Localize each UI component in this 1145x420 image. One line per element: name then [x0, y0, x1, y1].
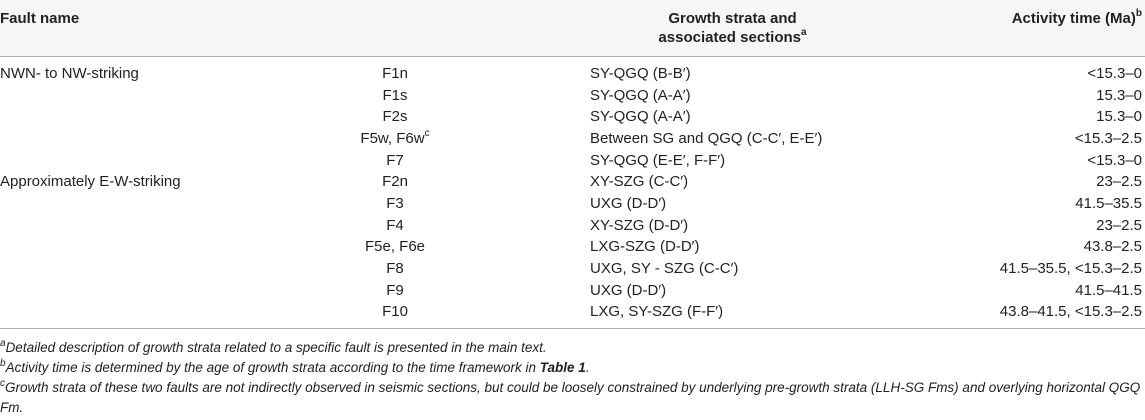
fault-activity-table: Fault name Growth strata and associated … [0, 0, 1145, 329]
table-ref-link[interactable]: Table 1 [539, 360, 586, 375]
table-body: NWN- to NW-striking F1n SY-QGQ (B-B′) <15.3… [0, 56, 1145, 329]
header-blank [250, 0, 540, 57]
table-row: F3 UXG (D-D′) 41.5–35.5 [0, 193, 1145, 215]
table-row: F8 UXG, SY - SZG (C-C′) 41.5–35.5, <15.3–2… [0, 258, 1145, 280]
table-row: F9 UXG (D-D′) 41.5–41.5 [0, 279, 1145, 301]
footnote-a: aDetailed description of growth strata r… [0, 337, 547, 355]
strata-cell: XY-SZG (C-C′) [590, 173, 689, 191]
activity-time-cell: 41.5–35.5, <15.3–2.5 [999, 260, 1142, 278]
group-cell [0, 279, 250, 301]
activity-time-cell: 43.8–41.5, <15.3–2.5 [925, 301, 1145, 329]
footnote-c: cGrowth strata of these two faults are n… [0, 377, 1141, 415]
header-fault-name: Fault name [0, 0, 250, 57]
fault-cell: F5w, F6wc [360, 127, 430, 147]
fault-cell: F10 [250, 301, 540, 329]
fault-cell: F2n [382, 173, 408, 191]
strata-cell: XY-SZG (D-D′) [590, 216, 689, 234]
strata-cell: Between SG and QGQ (C-C′, E-E′) [590, 129, 823, 147]
fault-cell: F3 [386, 194, 404, 212]
activity-time-cell: 23–2.5 [1096, 173, 1142, 191]
strata-cell: SY-QGQ (E-E′, F-F′) [590, 151, 726, 169]
strata-cell: UXG (D-D′) [590, 281, 667, 299]
table-row: F4 XY-SZG (D-D′) 23–2.5 [0, 214, 1145, 236]
strata-cell: SY-QGQ (A-A′) [590, 108, 691, 126]
group-cell [0, 193, 250, 215]
activity-time-cell: 41.5–41.5 [1075, 281, 1142, 299]
activity-time-cell: 41.5–35.5 [1075, 194, 1142, 212]
strata-cell: LXG-SZG (D-D′) [590, 238, 700, 256]
strata-cell: UXG (D-D′) [590, 194, 667, 212]
group-cell [0, 128, 250, 150]
fault-cell: F1n [382, 64, 408, 82]
fault-cell: F1s [382, 86, 408, 104]
fault-cell: F4 [386, 216, 404, 234]
table-row: F5e, F6e LXG-SZG (D-D′) 43.8–2.5 [0, 236, 1145, 258]
strata-cell: UXG, SY - SZG (C-C′) [590, 260, 739, 278]
group-cell [0, 214, 250, 236]
group-cell: NWN- to NW-striking [0, 64, 139, 82]
activity-time-cell: 43.8–2.5 [1083, 238, 1142, 256]
strata-cell: LXG, SY-SZG (F-F′) [540, 301, 925, 329]
activity-time-cell: 15.3–0 [1096, 108, 1142, 126]
group-cell: Approximately E-W-striking [0, 173, 181, 191]
strata-cell: SY-QGQ (B-B′) [590, 64, 691, 82]
header-growth-strata: Growth strata and associated sectionsa [540, 0, 925, 57]
group-cell [0, 84, 250, 106]
group-cell [0, 149, 250, 171]
table-row: F7 SY-QGQ (E-E′, F-F′) <15.3–0 [0, 149, 1145, 171]
fault-cell: F8 [386, 260, 404, 278]
group-cell [0, 301, 250, 329]
strata-cell: SY-QGQ (A-A′) [590, 86, 691, 104]
footnote-b: bActivity time is determined by the age … [0, 357, 590, 375]
activity-time-cell: <15.3–0 [1087, 151, 1142, 169]
group-cell [0, 258, 250, 280]
table-row: F2s SY-QGQ (A-A′) 15.3–0 [0, 106, 1145, 128]
group-cell [0, 106, 250, 128]
table-row: F5w, F6wc Between SG and QGQ (C-C′, E-E′)… [0, 128, 1145, 150]
activity-time-cell: <15.3–0 [1087, 64, 1142, 82]
table-row: NWN- to NW-striking F1n SY-QGQ (B-B′) <15.3… [0, 56, 1145, 84]
table-row: F1s SY-QGQ (A-A′) 15.3–0 [0, 84, 1145, 106]
group-cell [0, 236, 250, 258]
activity-time-cell: 23–2.5 [1096, 216, 1142, 234]
header-row: Fault name Growth strata and associated … [0, 0, 1145, 57]
fault-cell: F7 [386, 151, 404, 169]
fault-cell: F2s [382, 108, 408, 126]
table-row: Approximately E-W-striking F2n XY-SZG (C-C… [0, 171, 1145, 193]
activity-time-cell: 15.3–0 [1096, 86, 1142, 104]
fault-cell: F5e, F6e [364, 238, 426, 256]
header-activity-time: Activity time (Ma)b [925, 0, 1145, 57]
activity-time-cell: <15.3–2.5 [1074, 129, 1142, 147]
table-row: F10 LXG, SY-SZG (F-F′) 43.8–41.5, <15.3–2.… [0, 301, 1145, 329]
fault-cell: F9 [386, 281, 404, 299]
table-footnotes: aDetailed description of growth strata r… [0, 338, 1145, 418]
